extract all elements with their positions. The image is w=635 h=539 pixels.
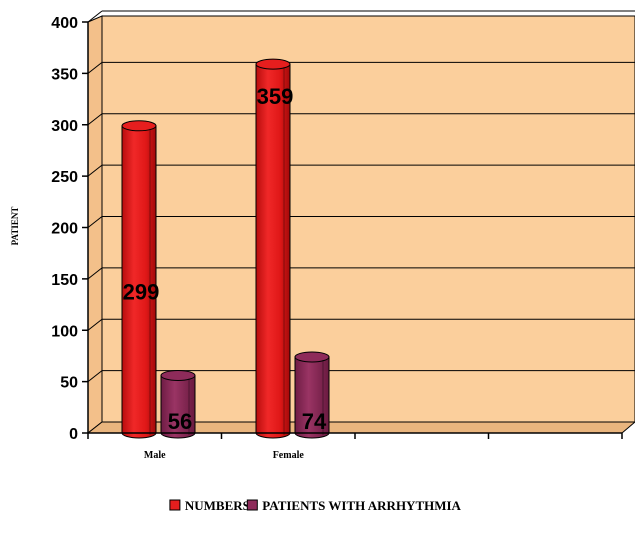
category-label: Male xyxy=(144,450,166,461)
gridline-side xyxy=(87,370,103,383)
legend-label: PATIENTS WITH ARRHYTHMIA xyxy=(262,498,461,513)
gridline-side xyxy=(87,216,103,228)
y-tick-label: 250 xyxy=(51,169,78,186)
legend-label: NUMBERS xyxy=(185,498,250,513)
x-axis-ticks xyxy=(87,433,623,439)
bar-cap xyxy=(294,351,330,363)
bars xyxy=(121,58,330,439)
y-axis-ticks: 0 50 100 150 200 250 300 350 400 xyxy=(51,15,88,443)
gridline-side xyxy=(87,10,103,23)
data-label: 299 xyxy=(123,280,160,305)
bar-cap xyxy=(160,369,196,381)
category-labels: Male Female xyxy=(144,450,304,461)
gridline-side xyxy=(87,61,103,74)
y-tick-label: 0 xyxy=(69,426,78,443)
data-label: 56 xyxy=(168,409,192,434)
category-label: Female xyxy=(273,450,305,461)
legend: NUMBERS PATIENTS WITH ARRHYTHMIA xyxy=(169,498,462,513)
bar-cap xyxy=(255,58,291,70)
y-tick-label: 400 xyxy=(51,15,78,32)
y-tick-label: 350 xyxy=(51,66,78,83)
legend-swatch xyxy=(246,499,258,511)
gridlines xyxy=(87,10,635,383)
plot-side-wall xyxy=(87,15,103,435)
bar-numbers-female xyxy=(255,63,291,439)
bar-cap xyxy=(121,120,157,132)
legend-swatch xyxy=(169,499,181,511)
data-label: 359 xyxy=(257,84,294,109)
y-tick-label: 300 xyxy=(51,118,78,135)
y-tick-label: 100 xyxy=(51,323,78,340)
y-axis-title: PATIENT xyxy=(10,207,20,246)
data-label: 74 xyxy=(302,409,327,434)
gridline-side xyxy=(87,318,103,331)
gridline-side xyxy=(87,164,103,177)
data-labels: 299 56 359 74 xyxy=(123,84,327,434)
plot-back-wall xyxy=(101,15,635,423)
y-tick-label: 150 xyxy=(51,272,78,289)
y-tick-label: 50 xyxy=(60,375,78,392)
y-tick-label: 200 xyxy=(51,221,78,238)
gridline-side xyxy=(87,267,103,280)
gridline-side xyxy=(87,113,103,126)
